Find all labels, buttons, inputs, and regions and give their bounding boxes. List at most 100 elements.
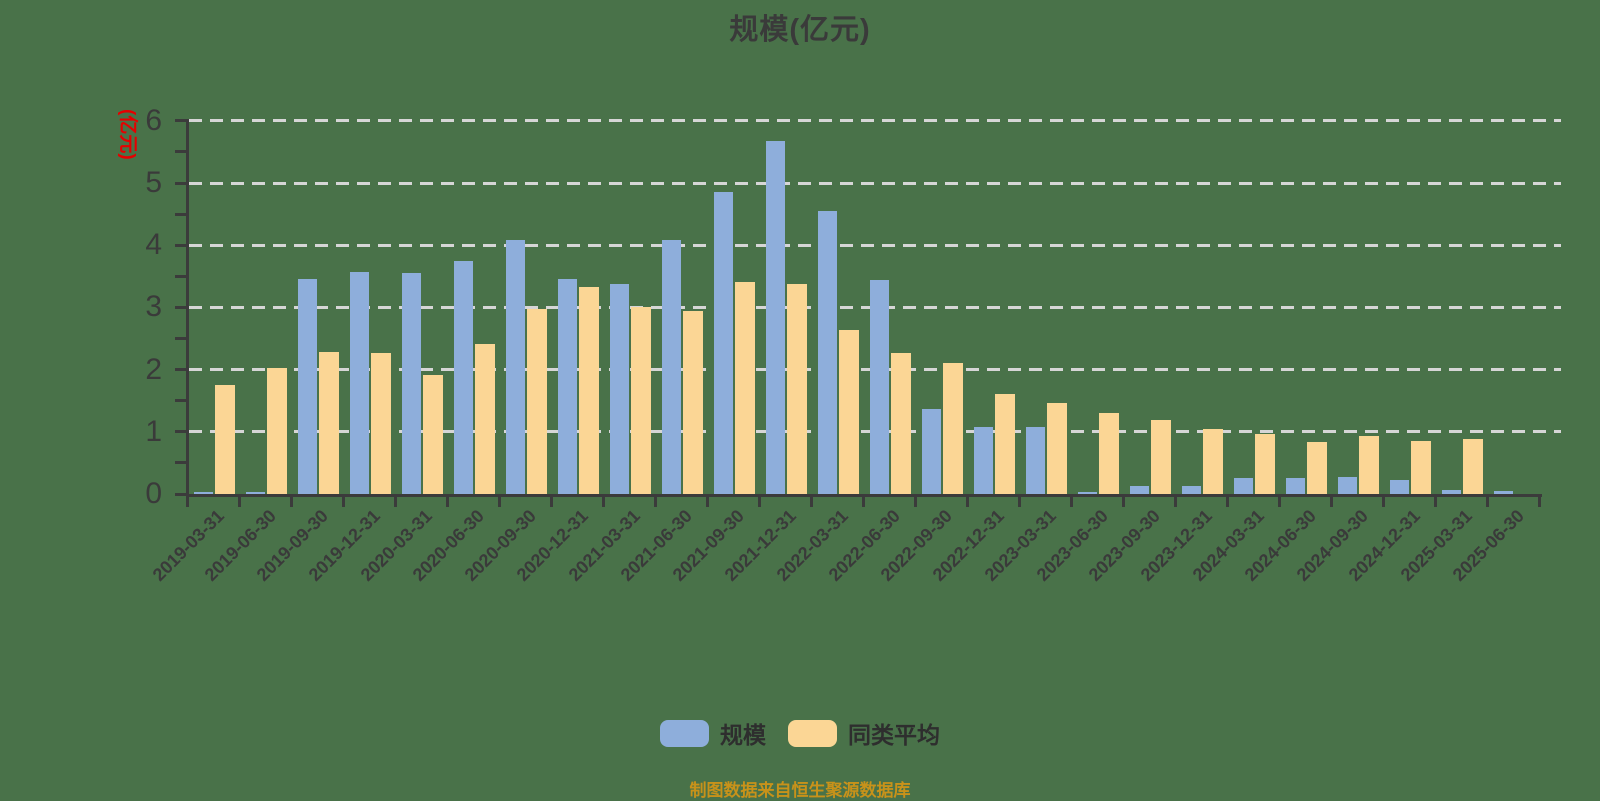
chart-title: 规模(亿元): [729, 14, 871, 46]
bar[interactable]: [818, 210, 837, 494]
x-axis-line: [186, 494, 1542, 497]
bar[interactable]: [1411, 440, 1431, 494]
bar[interactable]: [891, 353, 911, 494]
chart-legend: 规模 同类平均: [0, 716, 1600, 750]
bar[interactable]: [215, 385, 235, 494]
bar[interactable]: [1390, 479, 1409, 494]
bar[interactable]: [631, 306, 651, 494]
legend-item-category-average[interactable]: 同类平均: [788, 716, 940, 750]
y-axis-label: 1: [145, 414, 162, 448]
bar[interactable]: [787, 283, 807, 494]
x-tick: [810, 494, 813, 507]
y-axis-label: 6: [145, 103, 162, 137]
bar[interactable]: [350, 271, 369, 494]
y-tick: [175, 368, 188, 372]
bar[interactable]: [1047, 403, 1067, 494]
x-tick: [914, 494, 917, 507]
bar[interactable]: [454, 260, 473, 494]
x-tick: [758, 494, 761, 507]
y-axis-label: 2: [145, 352, 162, 386]
bar[interactable]: [610, 283, 629, 494]
x-tick: [1174, 494, 1177, 507]
bar[interactable]: [1255, 433, 1275, 494]
x-tick: [1226, 494, 1229, 507]
bar[interactable]: [371, 353, 391, 494]
x-tick: [1122, 494, 1125, 507]
legend-label-scale[interactable]: 规模: [720, 722, 766, 748]
source-note: 制图数据来自恒生聚源数据库: [689, 781, 911, 800]
y-tick: [175, 461, 188, 465]
bar[interactable]: [558, 279, 577, 494]
bar[interactable]: [714, 192, 733, 494]
bar[interactable]: [870, 280, 889, 494]
bar[interactable]: [506, 239, 525, 494]
y-tick: [175, 243, 188, 247]
bar[interactable]: [1182, 485, 1201, 494]
bar[interactable]: [423, 374, 443, 494]
gridline: [189, 243, 1561, 247]
legend-swatch-category-average[interactable]: [788, 719, 837, 747]
bar[interactable]: [1099, 412, 1119, 494]
bar[interactable]: [475, 344, 495, 494]
bar[interactable]: [1307, 442, 1327, 494]
x-tick: [1070, 494, 1073, 507]
bar[interactable]: [1359, 435, 1379, 494]
bar[interactable]: [662, 239, 681, 494]
x-tick: [186, 494, 189, 507]
x-tick: [602, 494, 605, 507]
bar[interactable]: [1338, 477, 1357, 494]
bar[interactable]: [1203, 429, 1223, 494]
y-axis-line: [186, 119, 189, 497]
bar[interactable]: [922, 409, 941, 494]
legend-swatch-scale[interactable]: [660, 719, 709, 747]
bar[interactable]: [839, 330, 859, 494]
y-axis-label: 5: [145, 166, 162, 199]
x-tick: [966, 494, 969, 507]
y-tick: [175, 274, 188, 278]
gridline: [189, 119, 1561, 123]
bar[interactable]: [1494, 490, 1513, 494]
bar[interactable]: [1286, 478, 1305, 494]
y-tick: [175, 430, 188, 434]
bar[interactable]: [995, 393, 1015, 494]
x-tick: [342, 494, 345, 507]
x-tick: [862, 494, 865, 507]
bar[interactable]: [1442, 490, 1461, 494]
legend-label-category-average[interactable]: 同类平均: [848, 722, 940, 748]
bar[interactable]: [246, 492, 265, 494]
bar[interactable]: [766, 140, 785, 494]
x-tick: [498, 494, 501, 507]
bar[interactable]: [527, 308, 547, 494]
bar[interactable]: [1026, 427, 1045, 494]
x-tick: [394, 494, 397, 507]
x-tick: [1018, 494, 1021, 507]
bar[interactable]: [267, 368, 287, 494]
bar[interactable]: [683, 311, 703, 494]
x-tick: [654, 494, 657, 507]
bar[interactable]: [1078, 491, 1097, 494]
bar[interactable]: [735, 281, 755, 494]
y-tick: [175, 492, 188, 496]
legend-item-scale[interactable]: 规模: [660, 716, 766, 750]
x-tick: [446, 494, 449, 507]
x-tick: [1330, 494, 1333, 507]
bar[interactable]: [1463, 439, 1483, 494]
y-tick: [175, 305, 188, 309]
bar[interactable]: [194, 492, 213, 494]
x-tick: [1538, 494, 1541, 507]
y-tick: [175, 181, 188, 185]
y-tick: [175, 399, 188, 403]
x-tick: [1278, 494, 1281, 507]
bar[interactable]: [974, 426, 993, 494]
bar[interactable]: [1234, 478, 1253, 494]
bar[interactable]: [319, 351, 339, 494]
y-tick: [175, 119, 188, 123]
bar[interactable]: [402, 272, 421, 494]
bar[interactable]: [943, 362, 963, 494]
bar[interactable]: [1151, 419, 1171, 494]
bar[interactable]: [579, 287, 599, 494]
y-axis-label: 3: [145, 290, 162, 324]
y-tick: [175, 337, 188, 340]
bar[interactable]: [1130, 485, 1149, 494]
bar[interactable]: [298, 278, 317, 494]
